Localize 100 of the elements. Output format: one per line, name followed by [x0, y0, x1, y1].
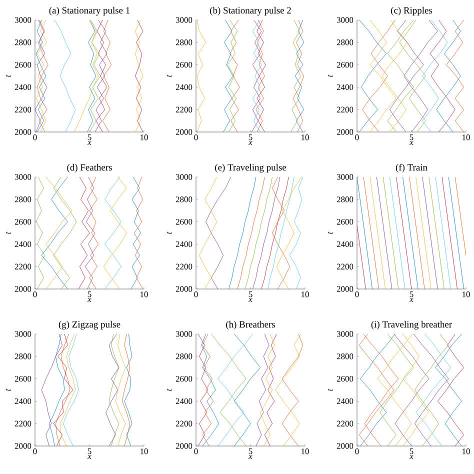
x-tick-label: 0	[194, 292, 198, 298]
x-tick-label: 10	[302, 448, 309, 454]
y-tick-label: 2400	[176, 241, 192, 248]
y-tick-label: 2000	[176, 443, 192, 449]
y-tick-label: 2200	[336, 106, 354, 112]
x-tick-label: 5	[88, 292, 92, 298]
y-tick-label: 3000	[176, 331, 192, 337]
y-tick-label: 2800	[336, 196, 354, 202]
y-tick-label: 3000	[14, 174, 32, 180]
y-tick-label: 2600	[14, 376, 32, 382]
x-tick-label: 10	[462, 292, 470, 298]
y-tick-label: 2000	[14, 129, 32, 135]
y-tick-label: 2400	[336, 84, 354, 90]
y-tick-label: 2000	[14, 443, 32, 449]
x-tick-label: 10	[140, 448, 148, 454]
y-tick-label: 2200	[14, 264, 32, 270]
y-tick-label: 2200	[176, 264, 192, 270]
x-tick-label: 0	[33, 134, 37, 140]
x-tick-label: 0	[355, 448, 359, 454]
x-tick-label: 5	[248, 134, 252, 140]
y-axis-title: t	[328, 74, 333, 77]
y-tick-label: 2800	[14, 196, 32, 202]
x-tick-label: 10	[302, 292, 309, 298]
y-axis-title: t	[166, 388, 172, 391]
y-axis-title: t	[328, 232, 333, 234]
chart-title: (c) Ripples	[391, 6, 432, 16]
y-tick-label: 2800	[14, 40, 32, 46]
y-tick-label: 2200	[336, 264, 354, 270]
x-tick-label: 5	[410, 448, 414, 454]
y-tick-label: 2400	[176, 398, 192, 404]
x-tick-label: 5	[88, 448, 92, 454]
chart-title: (g) Zigzag pulse	[58, 320, 120, 330]
y-tick-label: 2800	[176, 40, 192, 46]
y-tick-label: 2200	[14, 106, 32, 112]
y-tick-label: 3000	[336, 17, 354, 23]
y-axis-title: t	[166, 232, 172, 234]
y-tick-label: 2000	[176, 129, 192, 135]
x-tick-label: 0	[194, 448, 198, 454]
y-tick-label: 2000	[336, 286, 354, 292]
y-tick-label: 2600	[336, 218, 354, 225]
y-tick-label: 2600	[14, 62, 32, 68]
y-axis-title: t	[328, 388, 333, 391]
y-tick-label: 3000	[14, 331, 32, 337]
y-tick-label: 2400	[14, 84, 32, 90]
y-tick-label: 2400	[336, 398, 354, 404]
x-tick-label: 0	[33, 292, 37, 298]
y-tick-label: 2600	[176, 218, 192, 225]
x-tick-label: 0	[194, 134, 198, 140]
x-tick-label: 10	[302, 134, 309, 140]
x-tick-label: 5	[248, 292, 252, 298]
x-axis-title: x	[410, 455, 414, 459]
y-axis-title: t	[166, 74, 172, 77]
chart-title: (e) Traveling pulse	[215, 164, 286, 173]
y-tick-label: 2200	[14, 420, 32, 426]
x-axis-title: x	[248, 141, 252, 145]
x-axis-title: x	[410, 141, 414, 145]
y-tick-label: 3000	[336, 331, 354, 337]
x-tick-label: 0	[33, 448, 37, 454]
y-tick-label: 2800	[336, 354, 354, 360]
x-tick-label: 5	[410, 292, 414, 298]
y-tick-label: 2000	[336, 129, 354, 135]
x-axis-title: x	[88, 298, 92, 302]
y-tick-label: 2800	[14, 354, 32, 360]
chart-title: (i) Traveling breather	[371, 320, 452, 330]
y-tick-label: 3000	[176, 174, 192, 180]
y-tick-label: 2600	[176, 376, 192, 382]
x-tick-label: 10	[140, 292, 148, 298]
y-tick-label: 2600	[336, 62, 354, 68]
x-tick-label: 0	[355, 292, 359, 298]
x-tick-label: 10	[462, 134, 470, 140]
y-tick-label: 2400	[336, 241, 354, 248]
y-tick-label: 2400	[176, 84, 192, 90]
chart-title: (b) Stationary pulse 2	[210, 6, 291, 16]
y-tick-label: 2000	[176, 286, 192, 292]
chart-title: (a) Stationary pulse 1	[49, 6, 130, 16]
y-tick-label: 3000	[336, 174, 354, 180]
x-axis-title: x	[88, 455, 92, 459]
chart-title: (f) Train	[396, 164, 428, 172]
x-axis-title: x	[88, 141, 92, 145]
y-axis-title: t	[6, 74, 11, 77]
chart-title: (h) Breathers	[226, 320, 275, 330]
x-axis-title: x	[410, 298, 414, 302]
x-tick-label: 5	[88, 134, 92, 140]
y-axis-title: t	[6, 232, 11, 234]
y-tick-label: 2600	[336, 376, 354, 382]
y-tick-label: 2200	[176, 420, 192, 426]
y-tick-label: 3000	[14, 17, 32, 23]
y-tick-label: 2600	[14, 218, 32, 225]
y-tick-label: 2400	[14, 241, 32, 248]
y-tick-label: 2200	[336, 420, 354, 426]
y-tick-label: 2000	[14, 286, 32, 292]
y-tick-label: 2800	[176, 354, 192, 360]
chart-title: (d) Feathers	[67, 164, 112, 172]
x-axis-title: x	[248, 298, 252, 302]
x-axis-title: x	[248, 455, 252, 459]
y-tick-label: 3000	[176, 17, 192, 23]
x-tick-label: 5	[410, 134, 414, 140]
y-tick-label: 2800	[336, 40, 354, 46]
y-tick-label: 2000	[336, 443, 354, 449]
y-tick-label: 2200	[176, 106, 192, 112]
